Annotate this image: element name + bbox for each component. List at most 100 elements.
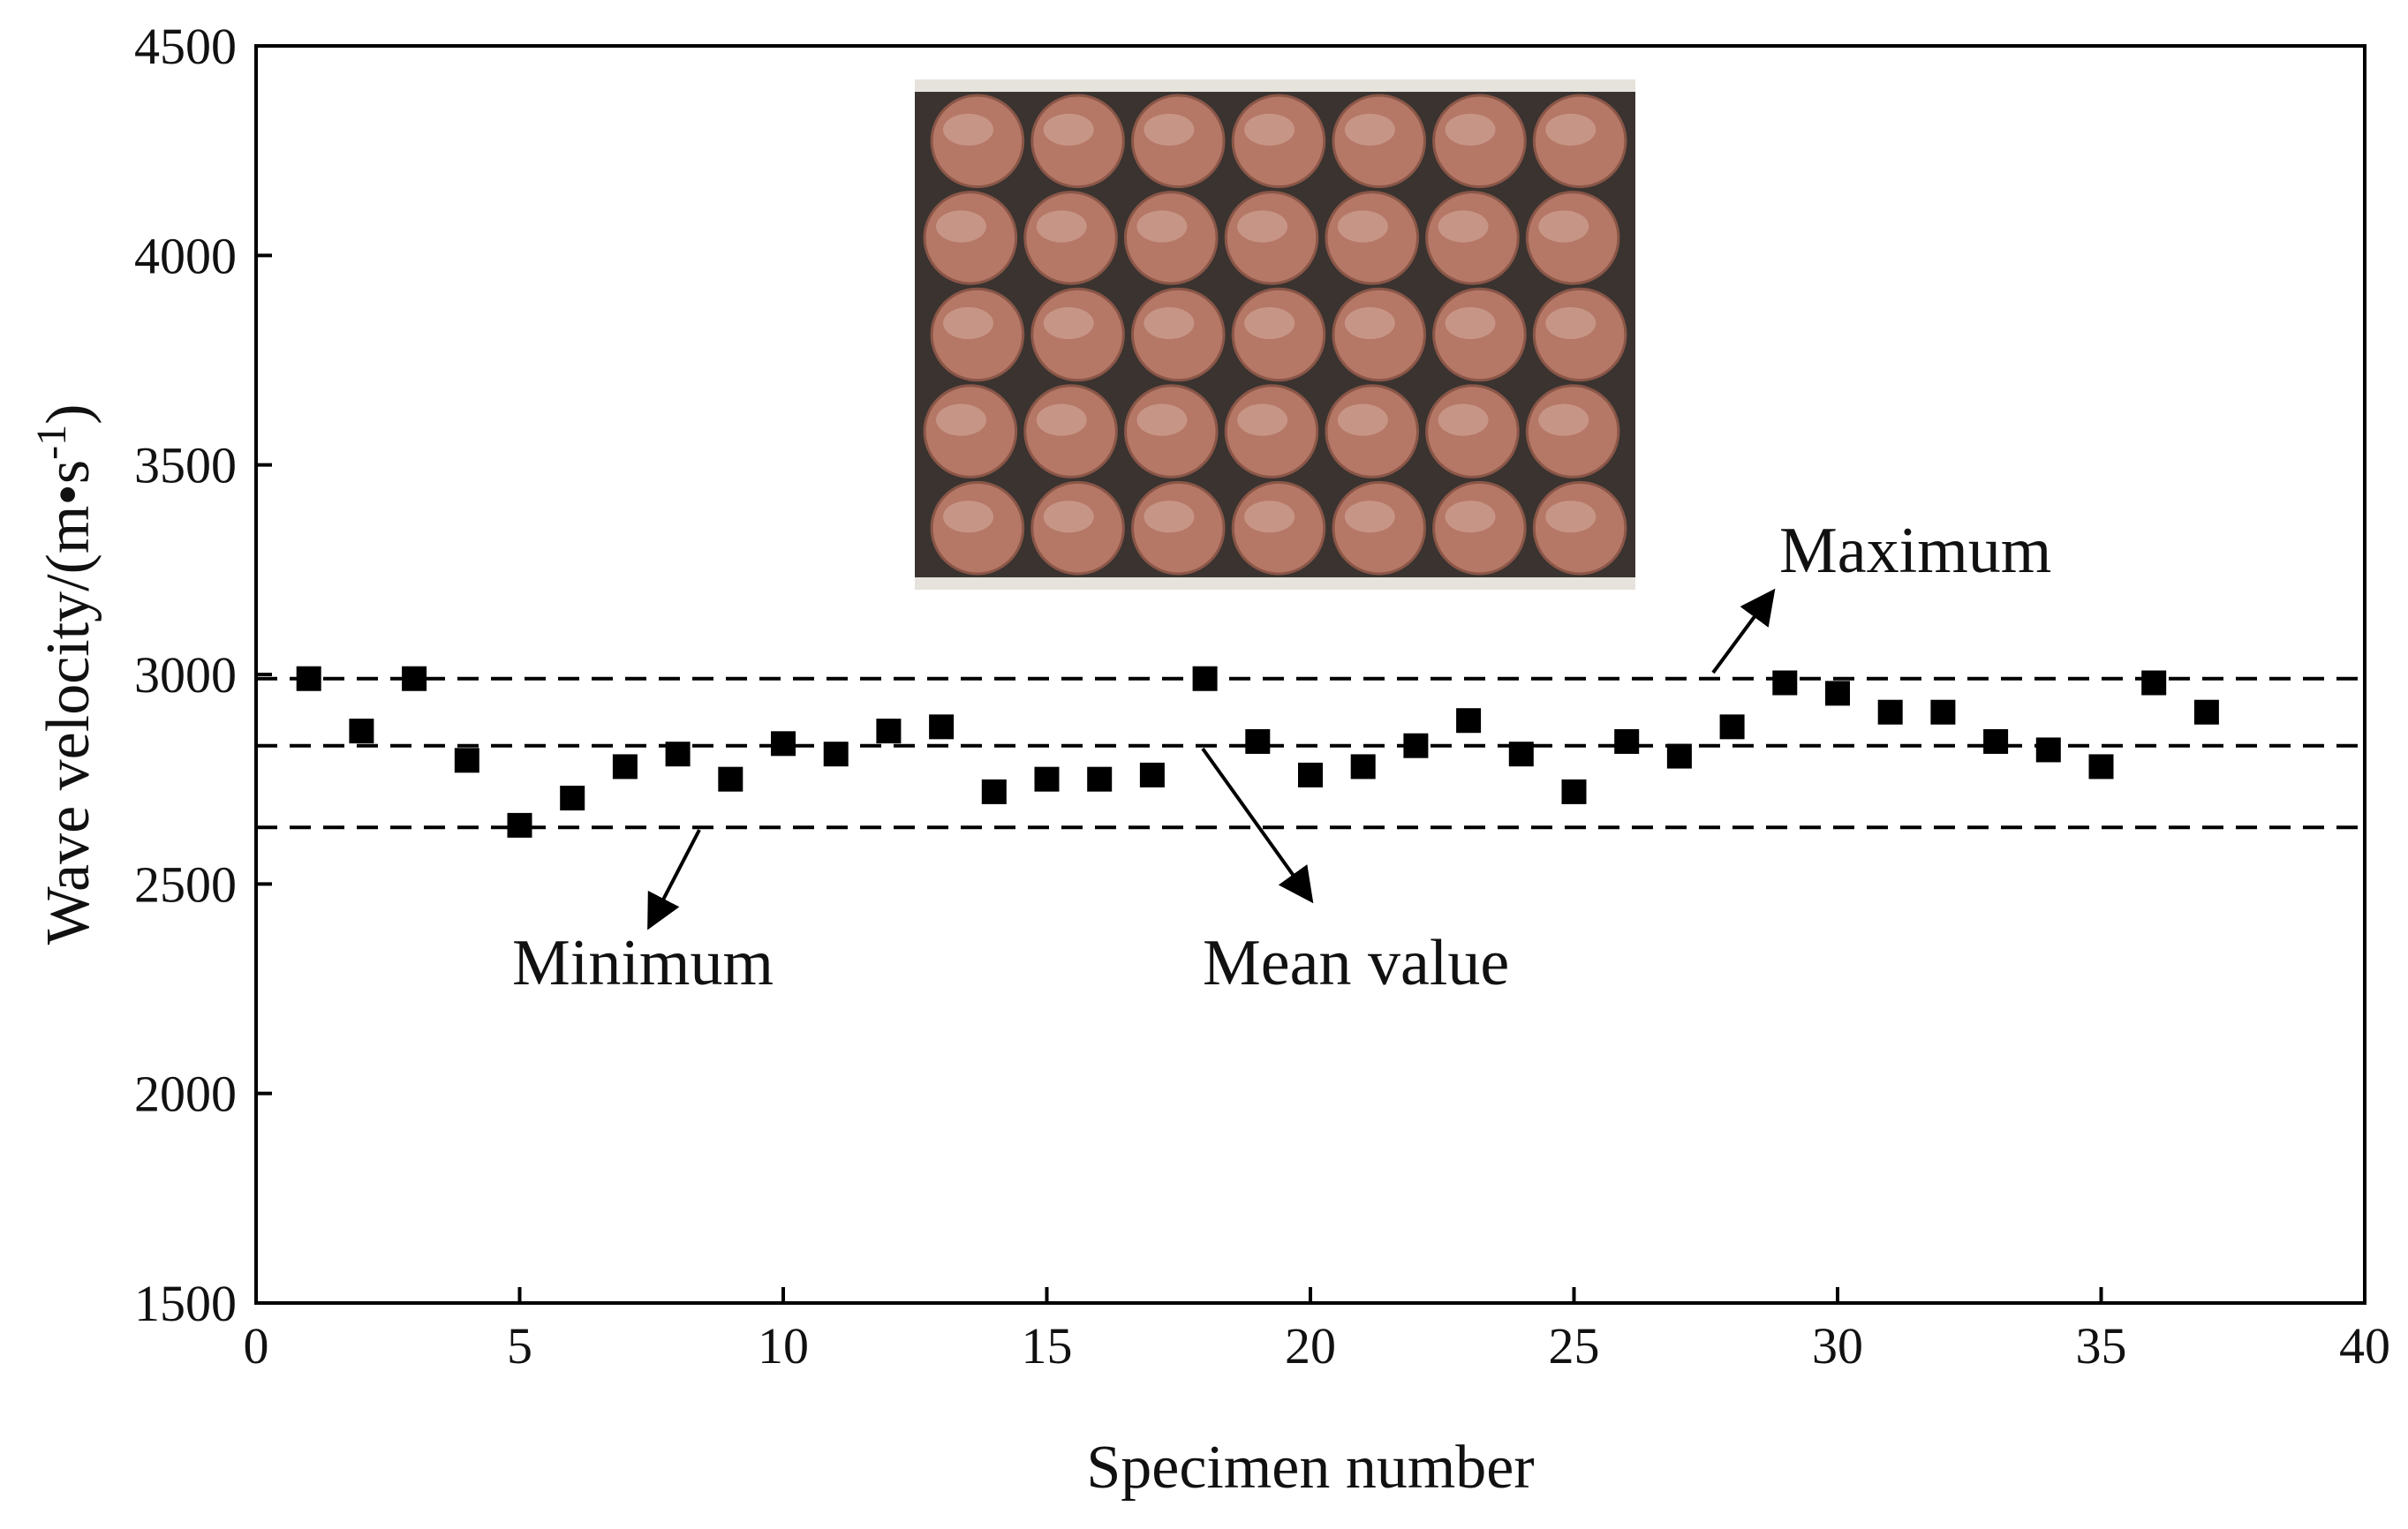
specimen-highlight — [943, 306, 993, 340]
data-point — [1983, 728, 2009, 754]
specimen-highlight — [1445, 113, 1496, 146]
data-point — [1772, 670, 1798, 696]
specimen-highlight — [1244, 501, 1295, 533]
data-point — [507, 812, 532, 838]
specimen-highlight — [1237, 210, 1288, 243]
specimen-highlight — [1438, 210, 1489, 243]
data-point — [1087, 766, 1113, 792]
maximum-label: Maximum — [1779, 515, 2051, 587]
data-point — [612, 754, 638, 780]
y-axis-title-superscript: -1 — [28, 425, 75, 460]
data-point — [1561, 779, 1587, 804]
specimen-highlight — [1538, 403, 1589, 436]
specimen-highlight — [1337, 403, 1388, 436]
data-point — [929, 714, 955, 740]
data-point — [1192, 666, 1218, 691]
y-tick-label: 4000 — [134, 227, 237, 284]
data-point — [1403, 733, 1429, 758]
x-tick-label: 20 — [1285, 1317, 1336, 1375]
data-point — [1298, 762, 1323, 787]
data-point — [1456, 708, 1482, 734]
specimen-highlight — [1244, 113, 1295, 146]
data-point — [823, 742, 849, 767]
photo-box-edge-top — [915, 79, 1635, 92]
data-point — [2141, 670, 2167, 696]
minimum-arrow — [647, 829, 701, 930]
specimen-highlight — [1237, 403, 1288, 436]
specimen-highlight — [936, 210, 986, 243]
specimen-highlight — [1043, 501, 1094, 533]
specimen-highlight — [1036, 403, 1087, 436]
x-tick-label: 35 — [2076, 1317, 2127, 1375]
data-point — [1877, 699, 1903, 725]
data-point — [876, 719, 902, 744]
y-tick-label: 4500 — [134, 18, 237, 75]
x-tick-label: 15 — [1022, 1317, 1073, 1375]
y-tick-label: 2500 — [134, 855, 237, 913]
data-point — [2035, 737, 2061, 763]
data-point — [665, 742, 691, 767]
specimen-highlight — [1545, 113, 1597, 146]
specimen-highlight — [1136, 210, 1188, 243]
y-axis-title: Wave velocity/(m•s-1) — [28, 404, 102, 945]
mean-value-arrow — [1201, 747, 1314, 904]
reference-lines — [256, 676, 2365, 830]
specimen-highlight — [1545, 306, 1597, 340]
data-point — [981, 779, 1007, 804]
specimen-highlight — [1445, 306, 1496, 340]
x-tick-label: 5 — [507, 1317, 532, 1375]
photo-box-edge-bottom — [915, 577, 1635, 590]
y-tick-label: 3000 — [134, 646, 237, 704]
x-tick-label: 10 — [758, 1317, 809, 1375]
specimen-highlight — [1244, 306, 1295, 340]
specimen-highlight — [943, 113, 993, 146]
specimen-highlight — [1144, 306, 1195, 340]
specimen-photo-inset — [915, 79, 1635, 590]
data-point — [402, 666, 427, 691]
specimen-highlight — [1538, 210, 1589, 243]
specimen-highlight — [1545, 501, 1597, 533]
data-point — [1719, 714, 1745, 740]
y-axis-title-main: Wave velocity/(m•s — [34, 460, 102, 945]
data-point — [718, 766, 744, 792]
axis-ticks: 0 5 10 15 20 25 30 35 40 1500 2000 2500 3000 3500 4000… — [134, 18, 2390, 1375]
x-tick-label: 30 — [1812, 1317, 1863, 1375]
specimen-highlight — [1344, 113, 1395, 146]
specimen-highlight — [1337, 210, 1388, 243]
y-tick-label: 1500 — [134, 1275, 237, 1332]
specimen-highlight — [1144, 501, 1195, 533]
data-point — [2193, 699, 2219, 725]
x-axis-title: Specimen number — [1086, 1434, 1534, 1502]
specimen-highlight — [1438, 403, 1489, 436]
specimen-highlight — [1344, 501, 1395, 533]
specimen-highlight — [1043, 306, 1094, 340]
x-tick-label: 40 — [2339, 1317, 2390, 1375]
specimen-highlight — [1344, 306, 1395, 340]
y-tick-label: 2000 — [134, 1066, 237, 1123]
data-point — [349, 719, 374, 744]
data-point — [1139, 762, 1165, 787]
data-point — [2088, 754, 2114, 780]
specimen-highlight — [1036, 210, 1087, 243]
data-point — [1245, 728, 1271, 754]
data-point — [1508, 742, 1534, 767]
y-axis-title-close: ) — [34, 404, 102, 425]
data-point — [560, 786, 585, 811]
specimen-highlight — [936, 403, 986, 436]
data-point — [1350, 754, 1376, 780]
data-point — [454, 748, 479, 773]
data-point — [771, 731, 796, 757]
data-point — [1930, 699, 1956, 725]
mean-value-label: Mean value — [1203, 927, 1509, 999]
annotations: Maximum Mean value Minimum — [512, 515, 2051, 999]
data-point — [296, 666, 321, 691]
specimen-highlight — [1043, 113, 1094, 146]
specimen-highlight — [1136, 403, 1188, 436]
data-point — [1666, 743, 1692, 769]
x-tick-label: 0 — [244, 1317, 269, 1375]
maximum-arrow — [1711, 588, 1776, 674]
specimen-highlight — [943, 501, 993, 533]
data-point — [1614, 728, 1640, 754]
